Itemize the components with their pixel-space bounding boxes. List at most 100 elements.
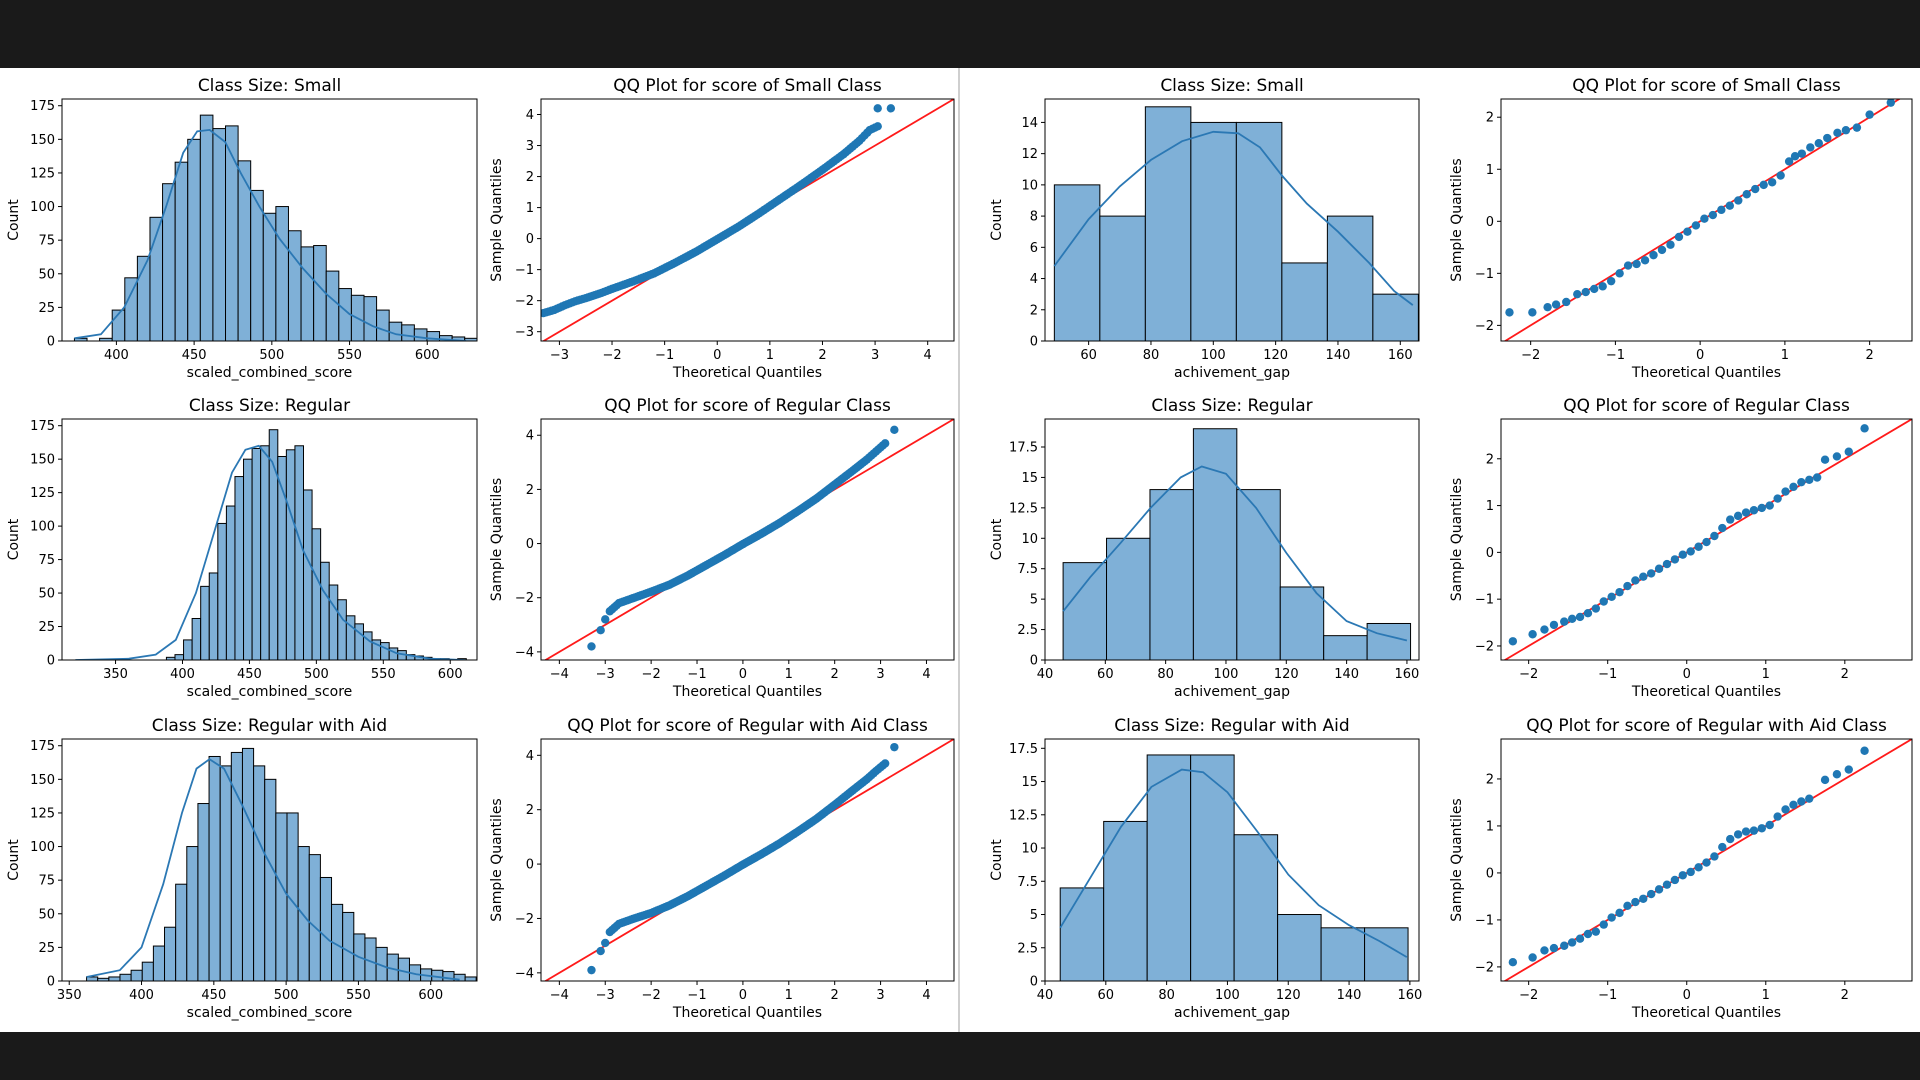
qq-point (1742, 190, 1751, 199)
histogram-bar (1323, 635, 1368, 660)
axes-frame (540, 738, 955, 982)
y-tick-label: 175 (30, 739, 55, 754)
histogram-bar (363, 296, 378, 341)
qq-point (1615, 587, 1624, 597)
qq-point (1598, 282, 1607, 291)
chart-panel: −2 −1 0 1 2 −2 −1 0 1 2 QQ Plot for score of Small… (1449, 76, 1913, 381)
qq-point (1765, 820, 1774, 830)
histogram-bar (313, 245, 327, 341)
qq-point (1528, 630, 1537, 639)
qq-point (1781, 805, 1790, 814)
qq-point (1844, 447, 1853, 456)
qq-point (1726, 834, 1735, 844)
y-tick-label: 25 (38, 301, 55, 316)
x-tick-label: −2 (1519, 667, 1538, 682)
qq-point (1773, 812, 1782, 821)
x-axis-label: Theoretical Quantiles (672, 365, 822, 381)
histogram-bar (225, 505, 236, 660)
qq-point (1717, 205, 1726, 215)
histogram-bar (250, 189, 264, 341)
chart-title: Class Size: Regular (1151, 396, 1312, 416)
chart-panel: 40 60 80 100 120 140 160 0 2.5 5 7.5 10 12.5 15 17.5 Cl… (989, 716, 1422, 1021)
qq-point (1615, 908, 1624, 918)
histogram-bar (174, 161, 189, 341)
y-tick-label: 7.5 (1017, 562, 1038, 577)
qq-point (1505, 308, 1514, 317)
histogram-bar (285, 449, 296, 660)
x-tick-label: −1 (687, 988, 706, 1003)
y-axis-label: Sample Quantiles (489, 478, 505, 601)
x-tick-label: 2 (831, 988, 839, 1003)
histogram-bar (380, 642, 390, 660)
qq-point (1710, 531, 1719, 541)
qq-point (1678, 550, 1687, 559)
y-tick-label: 1 (1486, 499, 1494, 514)
histogram-bar (1235, 121, 1283, 341)
qq-point (1702, 858, 1711, 867)
qq-point (1789, 482, 1798, 492)
y-axis-label: Count (989, 199, 1005, 241)
x-tick-label: 500 (304, 667, 329, 682)
y-tick-label: −1 (1475, 267, 1494, 282)
x-tick-label: 1 (785, 988, 793, 1003)
x-axis-label: Theoretical Quantiles (672, 1005, 822, 1021)
qq-point (873, 104, 882, 113)
qq-point (596, 626, 605, 635)
qq-point (1591, 927, 1601, 936)
y-tick-label: 2.5 (1017, 941, 1038, 956)
qq-point (1599, 920, 1608, 929)
qq-point (1567, 614, 1577, 624)
qq-point (1832, 770, 1842, 779)
qq-point (1549, 943, 1559, 953)
histogram-bar (476, 339, 477, 341)
x-tick-label: 500 (259, 348, 284, 363)
histogram-bar (164, 926, 177, 981)
histogram-bar (219, 765, 232, 981)
x-axis-label: achivement_gap (1174, 365, 1290, 381)
x-tick-label: −4 (550, 988, 569, 1003)
histogram-bar (294, 445, 305, 660)
x-axis-label: Theoretical Quantiles (1631, 1005, 1781, 1021)
qq-point (1733, 511, 1743, 521)
y-tick-label: 1 (1486, 819, 1494, 834)
x-tick-label: 4 (924, 348, 932, 363)
qq-point (1797, 797, 1806, 806)
y-tick-label: 0 (526, 858, 534, 873)
x-tick-label: 40 (1037, 667, 1054, 682)
y-tick-label: −2 (1475, 319, 1494, 334)
y-tick-label: −1 (1475, 593, 1494, 608)
chart-title: QQ Plot for score of Regular Class (1563, 396, 1850, 416)
plot-area (541, 99, 954, 341)
qq-point (1759, 180, 1768, 190)
y-tick-label: 1 (526, 201, 534, 216)
axes-frame (1044, 98, 1420, 342)
reference-line (1503, 739, 1912, 981)
y-tick-label: 2 (1486, 772, 1494, 787)
qq-point (1776, 171, 1785, 180)
axes-frame (540, 98, 955, 342)
histogram-bar (337, 599, 347, 660)
x-tick-label: 3 (876, 667, 884, 682)
y-tick-label: 0 (526, 537, 534, 552)
histogram-bar (234, 476, 245, 660)
qq-point (1820, 775, 1830, 785)
qq-point (1683, 227, 1692, 236)
qq-point (880, 439, 890, 448)
qq-point (1560, 617, 1569, 626)
histogram-bar (325, 270, 340, 341)
qq-point (1749, 506, 1759, 515)
x-tick-label: 120 (1274, 667, 1299, 682)
axes-frame (1500, 738, 1913, 982)
qq-point (1508, 637, 1518, 646)
qq-point (1540, 625, 1549, 634)
y-tick-label: 0 (526, 232, 534, 247)
chart-title: Class Size: Small (198, 76, 341, 96)
qq-point (1694, 863, 1703, 872)
histogram-bar (1366, 622, 1412, 660)
histogram-bar (376, 309, 390, 341)
y-tick-label: 25 (38, 620, 55, 635)
qq-point (1765, 501, 1774, 510)
histogram-bar (275, 812, 288, 981)
chart-panel: 350 400 450 500 550 600 0 25 50 75 100 125 150 175 Cla… (6, 716, 478, 1021)
x-axis-label: Theoretical Quantiles (1631, 365, 1781, 381)
